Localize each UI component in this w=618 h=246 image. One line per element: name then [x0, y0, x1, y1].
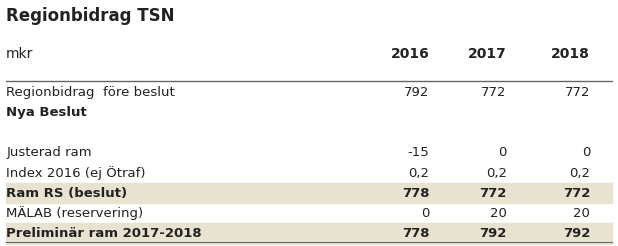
Text: 20: 20 [574, 207, 590, 220]
Text: 0: 0 [421, 207, 430, 220]
Text: Justerad ram: Justerad ram [6, 146, 92, 159]
Text: 772: 772 [480, 187, 507, 200]
Text: mkr: mkr [6, 47, 33, 61]
Text: MÄLAB (reservering): MÄLAB (reservering) [6, 206, 143, 220]
Text: 772: 772 [481, 86, 507, 99]
Text: 2016: 2016 [391, 47, 430, 61]
Text: 0,2: 0,2 [486, 167, 507, 180]
Text: 792: 792 [480, 227, 507, 240]
Text: 792: 792 [404, 86, 430, 99]
Text: 772: 772 [565, 86, 590, 99]
Text: 778: 778 [402, 187, 430, 200]
Bar [6, 223, 612, 244]
Text: 2018: 2018 [551, 47, 590, 61]
Text: Index 2016 (ej Ötraf): Index 2016 (ej Ötraf) [6, 166, 146, 180]
Text: 0,2: 0,2 [569, 167, 590, 180]
Text: Regionbidrag TSN: Regionbidrag TSN [6, 7, 175, 25]
Text: Preliminär ram 2017-2018: Preliminär ram 2017-2018 [6, 227, 202, 240]
Bar [6, 183, 612, 203]
Text: 2017: 2017 [468, 47, 507, 61]
Text: Nya Beslut: Nya Beslut [6, 106, 87, 119]
Text: 0: 0 [498, 146, 507, 159]
Text: Regionbidrag  före beslut: Regionbidrag före beslut [6, 86, 175, 99]
Text: 772: 772 [563, 187, 590, 200]
Text: Ram RS (beslut): Ram RS (beslut) [6, 187, 127, 200]
Text: 792: 792 [563, 227, 590, 240]
Text: 0,2: 0,2 [408, 167, 430, 180]
Text: 778: 778 [402, 227, 430, 240]
Text: 20: 20 [490, 207, 507, 220]
Text: 0: 0 [582, 146, 590, 159]
Text: -15: -15 [408, 146, 430, 159]
